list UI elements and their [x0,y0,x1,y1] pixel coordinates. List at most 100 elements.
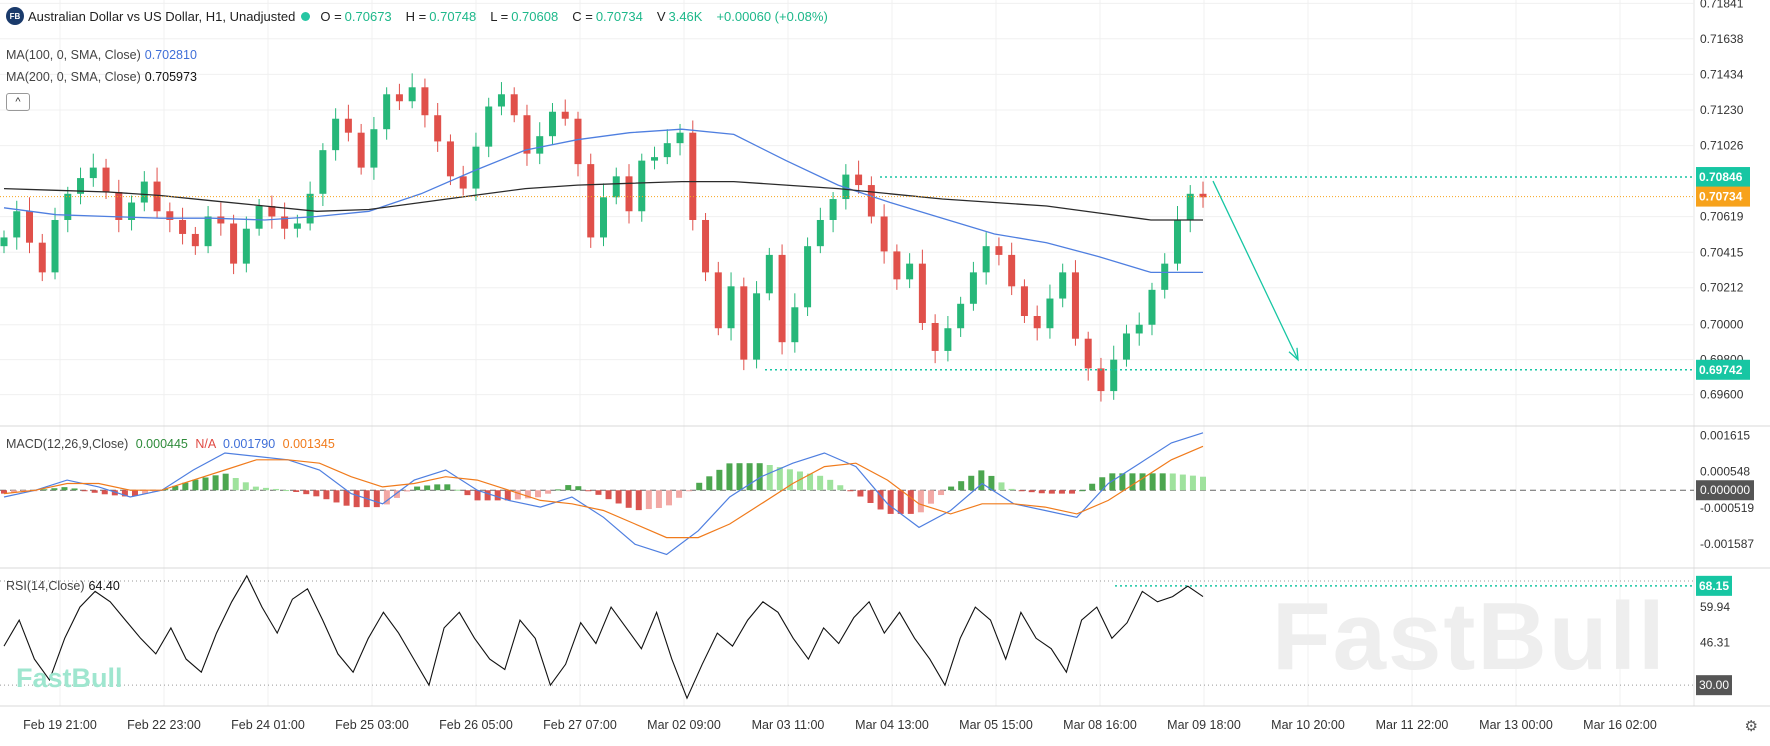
y-tick-label: 0.71434 [1700,67,1744,81]
macd-hist-bar [867,490,874,503]
macd-hist-bar [776,467,783,491]
low-value: 0.70608 [511,8,559,24]
forecast-arrow [1212,180,1299,361]
candle-body [816,219,824,247]
gear-icon[interactable]: ⚙ [1744,718,1758,735]
macd-hist-bar [393,490,400,498]
macd-hist-bar [434,484,441,491]
macd-hist-bar [1169,473,1176,491]
candle-body [561,111,569,119]
candle-body [944,328,952,351]
ma100-legend[interactable]: MA(100, 0, SMA, Close) 0.702810 [6,48,197,62]
close-value: 0.70734 [595,8,643,24]
candle-body [242,228,250,264]
candle-body [166,211,174,220]
macd-hist-bar [1089,483,1096,491]
collapse-legend-button[interactable]: ^ [6,93,30,111]
macd-hist-bar [1008,488,1015,491]
macd-hist-bar [152,490,159,492]
macd-hist-value: 0.000445 [135,437,188,451]
macd-zero-tag-bg [1696,480,1754,501]
candle-body [77,178,85,194]
macd-hist-bar [736,463,743,491]
candle-body [1135,324,1143,334]
ma200-legend[interactable]: MA(200, 0, SMA, Close) 0.705973 [6,70,197,84]
candle-body [459,176,467,189]
macd-hist-bar [1129,473,1136,491]
candle-body [1008,254,1016,287]
candle-body [676,132,684,144]
x-tick-label: Feb 25 03:00 [335,718,409,732]
rsi-value: 64.40 [88,579,120,593]
candle-body [1020,286,1028,317]
high-label: H = [405,8,427,24]
ma200-value: 0.705973 [144,70,197,84]
macd-hist-bar [142,490,149,494]
macd-hist-bar [827,479,834,491]
macd-hist-bar [11,490,18,493]
rsi-legend[interactable]: RSI(14,Close) 64.40 [6,579,120,593]
ma200-line [3,180,1203,221]
macd-hist-bar [706,476,713,491]
candle-body [128,202,136,220]
macd-hist-bar [988,475,995,491]
macd-hist-bar [283,490,290,492]
macd-hist-bar [625,490,632,508]
chart-header: FB Australian Dollar vs US Dollar, H1, U… [6,7,842,25]
macd-hist-bar [232,477,239,491]
arrow-head-icon [1288,347,1299,362]
x-tick-label: Feb 24 01:00 [231,718,305,732]
x-tick-label: Mar 04 13:00 [855,718,929,732]
candle-body [663,143,671,158]
macd-hist-bar [917,490,924,513]
candle-body [931,322,939,351]
macd-hist-bar [182,482,189,491]
macd-hist-bar [1099,477,1106,491]
macd-hist-bar [293,490,300,492]
candle-body [1097,368,1105,392]
ma100-value: 0.702810 [144,48,197,62]
macd-signal-line [3,445,1204,539]
macd-hist-bar [1028,490,1035,493]
macd-hist-bar [766,465,773,491]
y-tick-label: 0.70619 [1700,210,1744,224]
macd-hist-bar [1139,473,1146,491]
macd-legend[interactable]: MACD(12,26,9,Close) 0.000445 N/A 0.00179… [6,437,335,451]
macd-hist-bar [192,479,199,491]
macd-hist-bar [1189,475,1196,491]
macd-hist-bar [686,490,693,492]
macd-tick-label: -0.001587 [1700,537,1754,551]
candle-body [179,219,187,234]
candle-body [714,272,722,329]
candle-body [867,185,875,217]
macd-hist-bar [222,473,229,491]
candle-body [293,223,301,229]
rsi-line [3,574,1204,700]
candle-body [1071,272,1079,339]
rsi-tick-label: 46.31 [1700,636,1730,650]
current-price-tag: 0.70734 [1699,190,1743,204]
candle-body [625,176,633,212]
macd-hist-bar [565,485,572,491]
candle-body [969,272,977,304]
macd-hist-bar [585,490,592,492]
macd-hist-bar [857,490,864,497]
candle-body [753,293,761,360]
macd-hist-bar [1018,490,1025,492]
macd-hist-bar [303,490,310,495]
volume-value: 3.46K [668,8,703,24]
macd-hist-bar [383,490,390,505]
macd-hist-bar [887,490,894,514]
macd-hist-bar [111,490,118,496]
macd-hist-bar [51,488,58,491]
macd-hist-bar [716,469,723,491]
macd-hist-bar [524,490,531,499]
candle-body [804,246,812,308]
candle-body [268,206,276,217]
candle-body [574,118,582,165]
candle-body [689,132,697,220]
macd-hist-bar [202,477,209,491]
candle-body [1148,289,1156,325]
